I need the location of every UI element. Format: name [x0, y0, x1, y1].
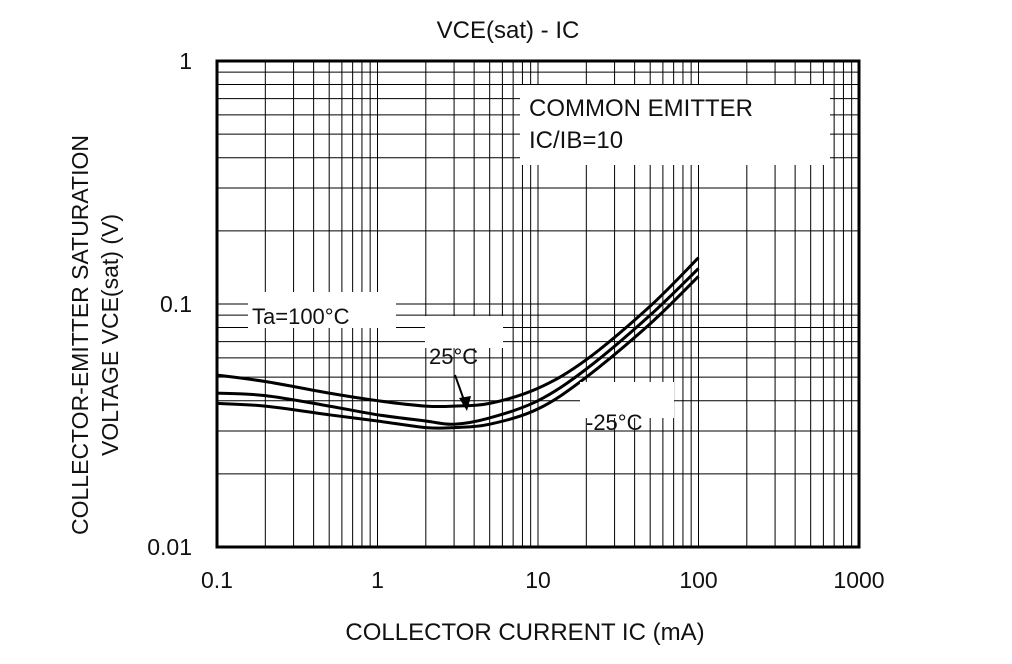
annotation-background	[520, 85, 830, 165]
y-axis-label: COLLECTOR-EMITTER SATURATION VOLTAGE VCE…	[67, 135, 123, 535]
x-tick-label: 10	[525, 567, 551, 593]
y-tick-label: 1	[179, 48, 192, 74]
series-label-arrowhead	[459, 396, 471, 411]
x-axis-label: COLLECTOR CURRENT IC (mA)	[345, 619, 704, 646]
annotation-box: COMMON EMITTER IC/IB=10	[520, 85, 830, 165]
series-label-background-2	[425, 316, 503, 348]
x-tick-label: 1	[371, 567, 384, 593]
series-label-3: -25°C	[586, 410, 643, 435]
series-label-2: 25°C	[429, 344, 478, 369]
y-tick-label: 0.01	[147, 534, 192, 560]
curve-labels: Ta=100°C 25°C -25°C	[248, 292, 674, 435]
series-label-background-1	[248, 292, 396, 328]
y-axis-label-line-2: VOLTAGE VCE(sat) (V)	[97, 214, 123, 456]
series-line-1	[216, 256, 700, 409]
x-tick-label: 1000	[833, 567, 884, 593]
x-tick-label: 0.1	[201, 567, 233, 593]
x-tick-label: 100	[679, 567, 717, 593]
series-line-2	[216, 267, 700, 426]
y-tick-label: 0.1	[160, 291, 192, 317]
chart-title: VCE(sat) - IC	[437, 17, 580, 44]
tick-labels: 0.1 1 10 100 1000 0.01 0.1 1	[147, 48, 884, 593]
plot-frame	[215, 59, 861, 549]
y-axis-label-line-1: COLLECTOR-EMITTER SATURATION	[67, 135, 93, 535]
series-label-1: Ta=100°C	[252, 304, 350, 329]
series-line-3	[216, 275, 700, 430]
series-label-background-3	[580, 382, 674, 418]
annotation-line-2: IC/IB=10	[529, 127, 623, 154]
curves	[216, 256, 700, 430]
annotation-line-1: COMMON EMITTER	[529, 95, 753, 122]
